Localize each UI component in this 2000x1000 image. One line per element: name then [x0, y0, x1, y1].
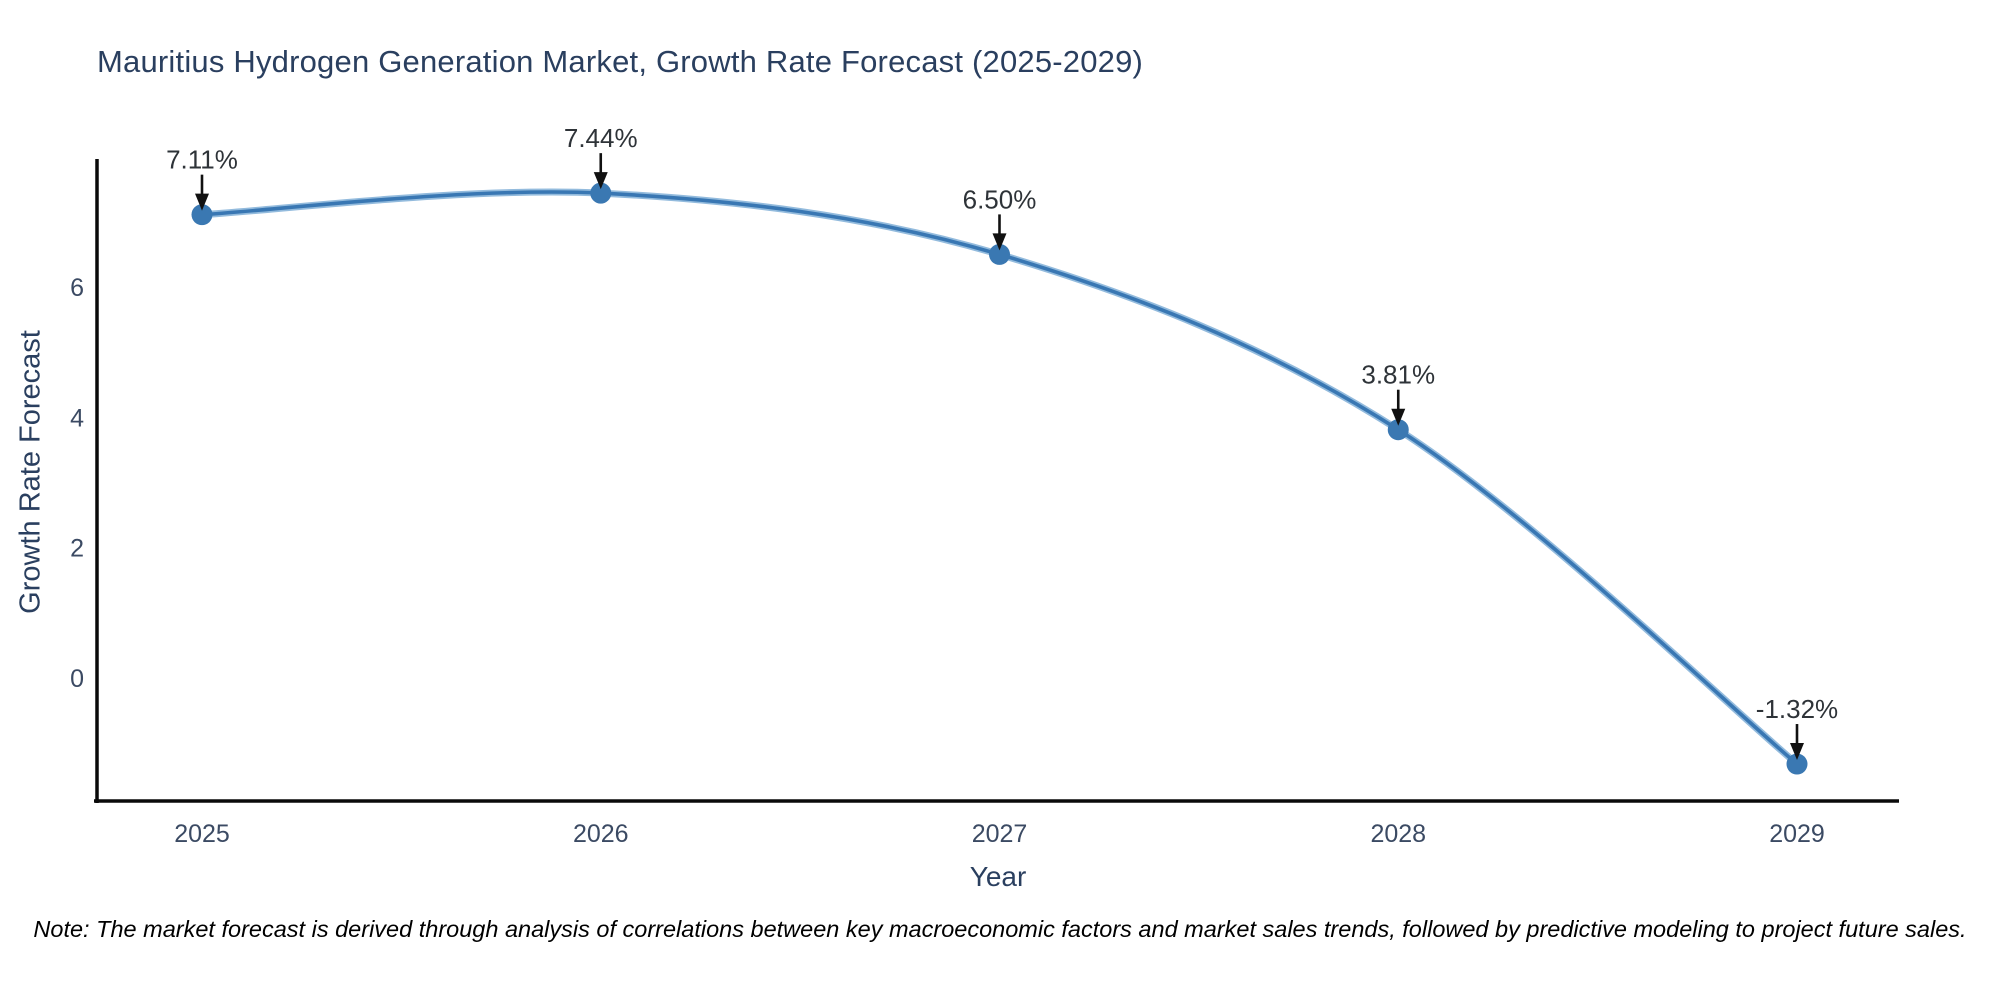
- data-point-marker: [989, 243, 1010, 265]
- y-tick-label: 0: [70, 665, 84, 693]
- x-tick-label: 2025: [174, 820, 230, 848]
- y-tick-label: 6: [70, 274, 84, 302]
- chart-footnote: Note: The market forecast is derived thr…: [33, 916, 1967, 942]
- annotation-arrowhead-icon: [1790, 743, 1804, 761]
- annotation-label: 7.44%: [564, 123, 638, 153]
- chart-title: Mauritius Hydrogen Generation Market, Gr…: [97, 44, 1144, 79]
- y-tick-label: 4: [70, 404, 84, 432]
- annotation-arrowhead-icon: [1391, 408, 1406, 426]
- annotation-arrowhead-icon: [195, 193, 209, 211]
- annotation-label: 3.81%: [1361, 360, 1435, 390]
- x-tick-label: 2026: [573, 820, 629, 848]
- annotation-arrowhead-icon: [992, 233, 1007, 251]
- forecast-line: [200, 190, 1799, 766]
- y-tick-label: 2: [70, 535, 84, 563]
- annotation-label: -1.32%: [1756, 694, 1838, 724]
- x-tick-label: 2028: [1370, 820, 1426, 848]
- data-point-marker: [1786, 753, 1808, 775]
- forecast-line-halo: [198, 188, 1801, 768]
- annotation-arrowhead-icon: [593, 172, 608, 190]
- data-point-marker: [590, 182, 612, 204]
- x-tick-label: 2027: [972, 820, 1028, 848]
- data-point-marker: [191, 204, 213, 226]
- x-axis-title: Year: [969, 861, 1027, 892]
- annotation-label: 6.50%: [963, 184, 1037, 214]
- x-tick-label: 2029: [1769, 820, 1825, 848]
- annotation-label: 7.11%: [166, 145, 238, 175]
- data-point-marker: [1387, 419, 1409, 441]
